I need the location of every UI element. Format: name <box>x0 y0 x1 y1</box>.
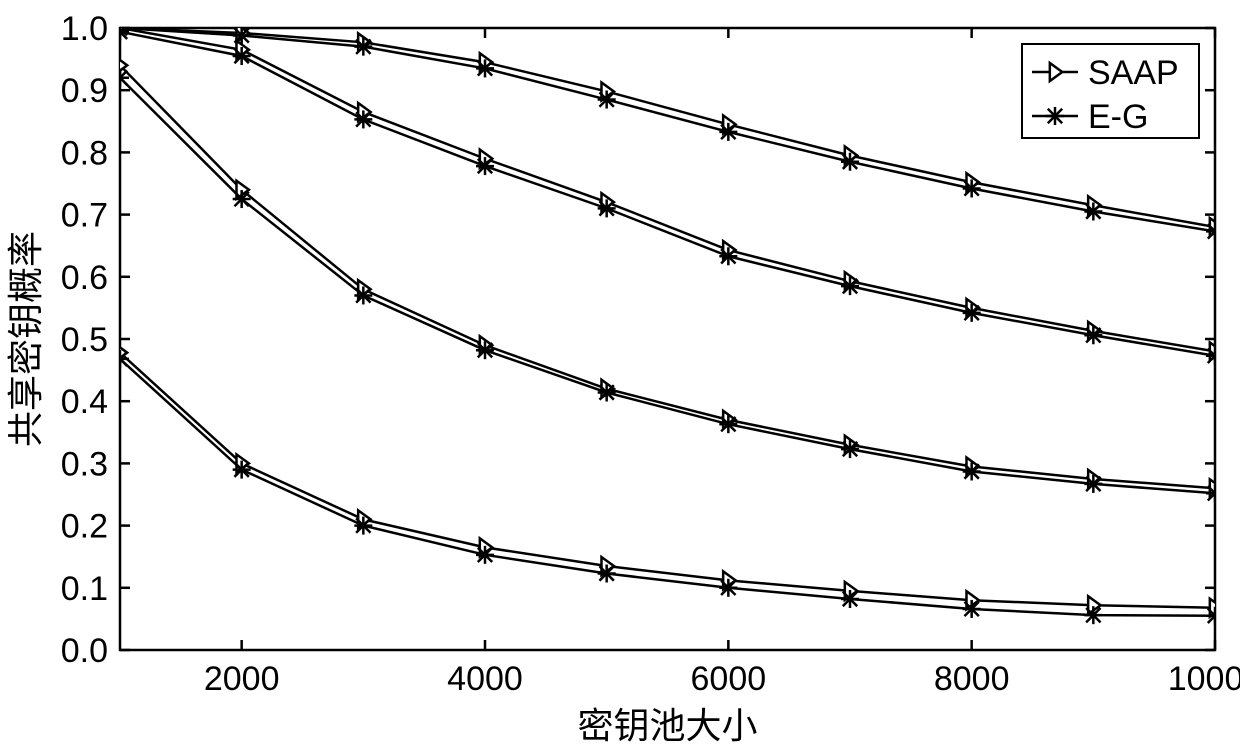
line-chart: 2000 4000 6000 8000 10000 0.0 0.1 0.2 0.3 0.4 0.5 0… <box>0 0 1240 748</box>
svg-text:6000: 6000 <box>691 660 767 698</box>
svg-text:0.1: 0.1 <box>61 570 108 608</box>
legend: SAAP E-G <box>1022 44 1199 138</box>
svg-text:10000: 10000 <box>1168 660 1240 698</box>
y-axis-label: 共享密钥概率 <box>5 231 46 447</box>
svg-text:0.0: 0.0 <box>61 632 108 670</box>
svg-text:0.4: 0.4 <box>61 383 108 421</box>
svg-text:0.7: 0.7 <box>61 197 108 235</box>
svg-text:4000: 4000 <box>447 660 523 698</box>
svg-text:0.3: 0.3 <box>61 445 108 483</box>
legend-label-e-g: E-G <box>1088 98 1148 136</box>
svg-text:0.8: 0.8 <box>61 134 108 172</box>
svg-text:8000: 8000 <box>934 660 1010 698</box>
svg-text:0.9: 0.9 <box>61 72 108 110</box>
svg-text:0.2: 0.2 <box>61 508 108 546</box>
svg-text:0.6: 0.6 <box>61 259 108 297</box>
svg-text:0.5: 0.5 <box>61 321 108 359</box>
x-axis-label: 密钥池大小 <box>577 705 757 746</box>
svg-text:2000: 2000 <box>204 660 280 698</box>
chart-container: 2000 4000 6000 8000 10000 0.0 0.1 0.2 0.3 0.4 0.5 0… <box>0 0 1240 748</box>
legend-label-saap: SAAP <box>1088 54 1179 92</box>
svg-text:1.0: 1.0 <box>61 10 108 48</box>
